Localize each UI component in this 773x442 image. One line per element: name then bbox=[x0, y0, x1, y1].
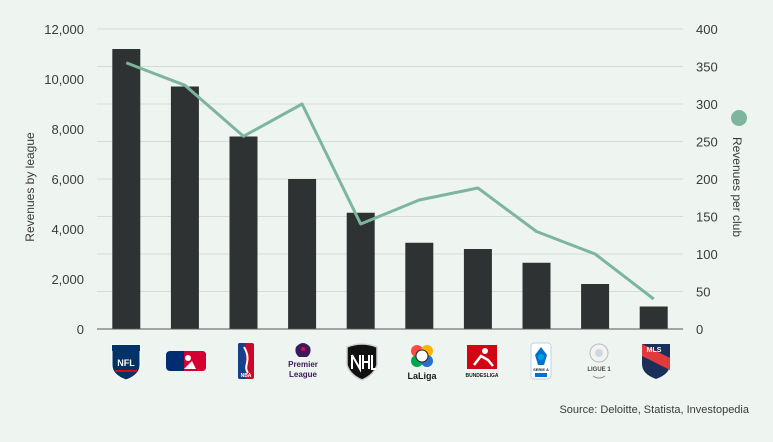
series-line bbox=[125, 61, 655, 301]
y-axis-ticks: 0 2,000 4,000 6,000 8,000 10,000 12,000 bbox=[44, 22, 84, 337]
bar-laliga bbox=[405, 242, 434, 329]
logos: NFL NBA Premier League bbox=[111, 342, 670, 381]
mlb-logo bbox=[166, 351, 206, 371]
y2-tick-label: 100 bbox=[696, 247, 718, 262]
y2-tick-label: 0 bbox=[696, 322, 703, 337]
laliga-logo: LaLiga bbox=[407, 345, 437, 381]
source-note: Source: Deloitte, Statista, Investopedia bbox=[559, 404, 749, 416]
y-tick-label: 2,000 bbox=[51, 272, 84, 287]
nfl-logo-text: NFL bbox=[117, 358, 135, 368]
premier-league-logo: Premier League bbox=[288, 343, 318, 379]
y2-tick-label: 200 bbox=[696, 172, 718, 187]
y-tick-label: 10,000 bbox=[44, 72, 84, 87]
premier-league-logo-text-1: Premier bbox=[288, 360, 318, 369]
mls-logo-text: MLS bbox=[647, 347, 662, 354]
y-tick-label: 8,000 bbox=[51, 122, 84, 137]
bundesliga-logo-text: BUNDESLIGA bbox=[465, 373, 498, 379]
y-tick-label: 0 bbox=[77, 322, 84, 337]
bars bbox=[112, 49, 668, 329]
y2-tick-label: 150 bbox=[696, 210, 718, 225]
nba-logo: NBA bbox=[238, 343, 254, 379]
y2-tick-label: 250 bbox=[696, 135, 718, 150]
serie-a-logo-text: SERIE A bbox=[533, 367, 549, 372]
laliga-logo-text: LaLiga bbox=[407, 371, 437, 381]
nfl-logo: NFL bbox=[111, 344, 141, 381]
serie-a-logo: SERIE A bbox=[530, 342, 552, 380]
y2-tick-label: 350 bbox=[696, 60, 718, 75]
y2-tick-label: 300 bbox=[696, 97, 718, 112]
line-legend-marker bbox=[731, 110, 747, 126]
ligue-1-logo: LIGUE 1 bbox=[587, 343, 611, 379]
ligue-1-logo-text: LIGUE 1 bbox=[587, 367, 611, 373]
bar-serie-a bbox=[522, 262, 551, 329]
y2-axis-ticks: 0 50 100 150 200 250 300 350 400 bbox=[696, 22, 718, 337]
mls-logo: MLS bbox=[642, 344, 670, 379]
y-tick-label: 12,000 bbox=[44, 22, 84, 37]
y2-tick-label: 400 bbox=[696, 22, 718, 37]
y-tick-label: 6,000 bbox=[51, 172, 84, 187]
bar-bundesliga bbox=[463, 249, 492, 329]
y2-tick-label: 50 bbox=[696, 285, 710, 300]
bar-nfl bbox=[112, 49, 141, 329]
y-axis-title: Revenues by league bbox=[23, 132, 37, 242]
bundesliga-logo: BUNDESLIGA bbox=[465, 345, 499, 379]
y2-axis-title: Revenues per club bbox=[730, 137, 744, 237]
y-tick-label: 4,000 bbox=[51, 222, 84, 237]
bar-nba bbox=[229, 136, 258, 329]
bar-nhl bbox=[346, 212, 375, 329]
bar-mlb bbox=[170, 86, 199, 329]
bar-mls bbox=[639, 306, 668, 329]
premier-league-logo-text-2: League bbox=[289, 370, 318, 379]
bar-premier-league bbox=[288, 179, 317, 329]
nhl-logo bbox=[346, 343, 378, 381]
bar-ligue-1 bbox=[581, 284, 610, 329]
nba-logo-text: NBA bbox=[241, 373, 252, 379]
